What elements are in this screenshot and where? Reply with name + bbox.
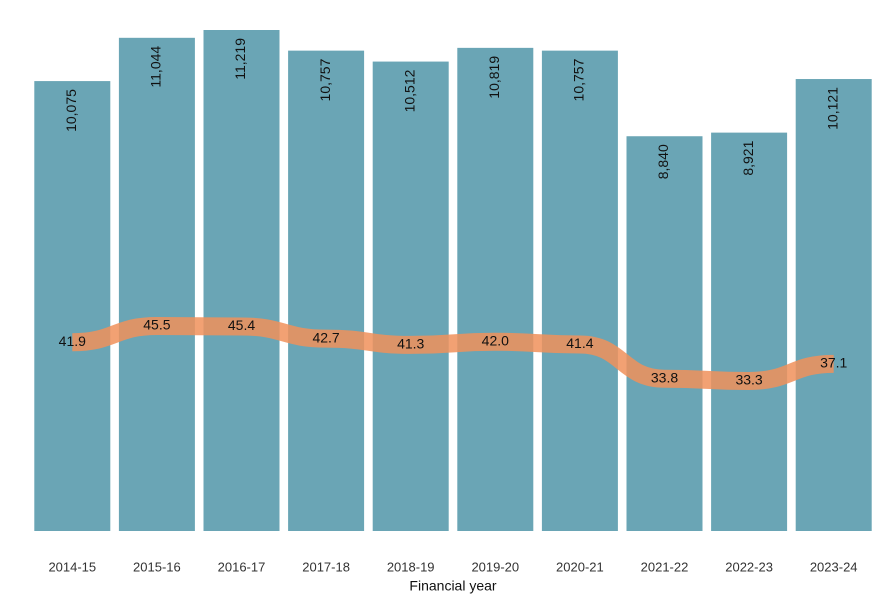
bar bbox=[372, 61, 449, 532]
bar bbox=[203, 30, 280, 531]
bar-value-label: 8,840 bbox=[655, 144, 671, 179]
bar-value-label: 10,819 bbox=[486, 56, 502, 99]
x-tick-label: 2017-18 bbox=[302, 559, 350, 574]
x-tick-label: 2016-17 bbox=[218, 559, 266, 574]
line-value-label: 42.7 bbox=[312, 329, 339, 345]
bar bbox=[118, 37, 195, 531]
line bbox=[72, 316, 834, 390]
x-tick-label: 2020-21 bbox=[556, 559, 604, 574]
x-tick-label: 2021-22 bbox=[641, 559, 689, 574]
bar-value-label: 10,757 bbox=[571, 58, 587, 101]
x-tick-label: 2023-24 bbox=[810, 559, 858, 574]
x-tick-label: 2019-20 bbox=[471, 559, 519, 574]
bar bbox=[288, 50, 365, 531]
bar-value-label: 10,512 bbox=[401, 69, 417, 112]
x-tick-label: 2018-19 bbox=[387, 559, 435, 574]
line-value-label: 41.9 bbox=[59, 333, 86, 349]
line-value-label: 37.1 bbox=[820, 355, 847, 371]
bar-value-label: 11,219 bbox=[232, 38, 248, 80]
x-tick-label: 2015-16 bbox=[133, 559, 181, 574]
bar bbox=[34, 81, 111, 531]
bar bbox=[541, 50, 618, 531]
bar bbox=[457, 47, 534, 532]
line-value-label: 45.5 bbox=[143, 317, 170, 333]
line-value-label: 41.4 bbox=[566, 335, 593, 351]
x-tick-label: 2022-23 bbox=[725, 559, 773, 574]
line-layer bbox=[72, 316, 834, 390]
x-tick-label: 2014-15 bbox=[48, 559, 96, 574]
line-value-label: 41.3 bbox=[397, 336, 424, 352]
x-axis-title: Financial year bbox=[409, 578, 496, 594]
bar bbox=[626, 136, 703, 531]
bar bbox=[795, 79, 872, 531]
line-value-label: 33.3 bbox=[735, 372, 762, 388]
line-value-label: 42.0 bbox=[482, 332, 509, 348]
label-layer: 10,075 11,044 11,219 10,757 10,512 10,819 10,7… bbox=[59, 38, 848, 388]
bar-value-label: 10,121 bbox=[824, 87, 840, 130]
line-value-label: 33.8 bbox=[651, 369, 678, 385]
bar bbox=[711, 132, 788, 532]
line-value-label: 45.4 bbox=[228, 317, 255, 333]
bar-layer bbox=[34, 30, 872, 532]
bar-value-label: 11,044 bbox=[148, 46, 164, 88]
bar-value-label: 8,921 bbox=[740, 140, 756, 175]
bar-value-label: 10,075 bbox=[63, 89, 79, 132]
bar-value-label: 10,757 bbox=[317, 58, 333, 101]
